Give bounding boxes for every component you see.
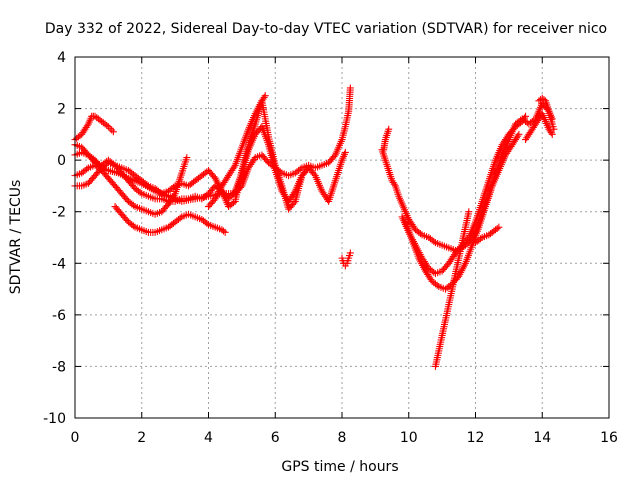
data-point (230, 163, 238, 171)
x-axis-label: GPS time / hours (281, 459, 398, 475)
data-point (465, 208, 473, 216)
data-point (495, 223, 503, 231)
data-point (290, 199, 298, 207)
x-tick-label: 4 (204, 430, 213, 446)
series-trace-5 (71, 154, 191, 218)
data-points (71, 84, 558, 370)
data-point (520, 114, 528, 122)
data-point (221, 228, 229, 236)
y-tick-label: 2 (57, 102, 66, 118)
data-point (203, 219, 211, 227)
series-trace-15 (535, 94, 558, 133)
data-point (514, 132, 522, 140)
data-point (220, 227, 228, 235)
series-trace-8 (338, 249, 354, 270)
data-point (346, 84, 354, 92)
data-point (548, 130, 556, 138)
series-trace-6 (111, 203, 229, 236)
data-point (261, 92, 269, 100)
x-tick-label: 8 (338, 430, 347, 446)
data-point (108, 126, 116, 134)
data-point (493, 224, 501, 232)
x-tick-label: 14 (533, 430, 551, 446)
data-point (380, 146, 388, 154)
data-point (109, 128, 117, 136)
data-point (129, 222, 137, 230)
y-tick-label: -10 (43, 411, 66, 427)
chart-title: Day 332 of 2022, Sidereal Day-to-day VTE… (45, 21, 607, 37)
y-tick-label: -6 (52, 308, 66, 324)
data-point (129, 201, 137, 209)
data-point (83, 165, 91, 173)
data-point (305, 164, 313, 172)
data-point (346, 249, 354, 257)
data-point (515, 130, 523, 138)
x-tick-label: 6 (271, 430, 280, 446)
data-point (106, 124, 114, 132)
x-tick-label: 2 (137, 430, 146, 446)
y-tick-label: 0 (57, 153, 66, 169)
x-tick-label: 10 (400, 430, 418, 446)
x-tick-label: 16 (600, 430, 618, 446)
y-axis-label: SDTVAR / TECUs (8, 180, 24, 295)
data-point (136, 188, 144, 196)
data-point (296, 165, 304, 173)
y-tick-label: -4 (52, 256, 66, 272)
axis-ticks: 0 2 4 6 8 10 12 14 16 -10 -8 -6 -4 -2 0 2 4 (43, 50, 618, 446)
series-trace-4 (71, 112, 117, 144)
data-point (183, 154, 191, 162)
y-tick-label: -8 (52, 359, 66, 375)
data-point (433, 281, 441, 289)
series-trace-16 (380, 125, 393, 154)
data-point (90, 157, 98, 165)
series-trace-7 (205, 92, 269, 211)
data-point (143, 181, 151, 189)
series-trace-12 (431, 208, 473, 370)
series-trace-14 (522, 110, 556, 144)
data-point (260, 93, 268, 101)
data-point (303, 165, 311, 173)
data-point (104, 123, 112, 131)
data-point (477, 235, 485, 243)
data-point (522, 112, 530, 120)
data-point (550, 125, 558, 133)
data-point (390, 180, 398, 188)
data-point (103, 121, 111, 129)
data-point (170, 191, 178, 199)
data-point (176, 214, 184, 222)
data-point (430, 237, 438, 245)
y-tick-label: -2 (52, 205, 66, 221)
y-tick-label: 4 (57, 50, 66, 66)
x-tick-label: 0 (71, 430, 80, 446)
data-point (83, 122, 91, 130)
data-point (341, 148, 349, 156)
data-point (416, 230, 424, 238)
x-tick-label: 12 (467, 430, 485, 446)
series-trace-13 (472, 223, 503, 247)
